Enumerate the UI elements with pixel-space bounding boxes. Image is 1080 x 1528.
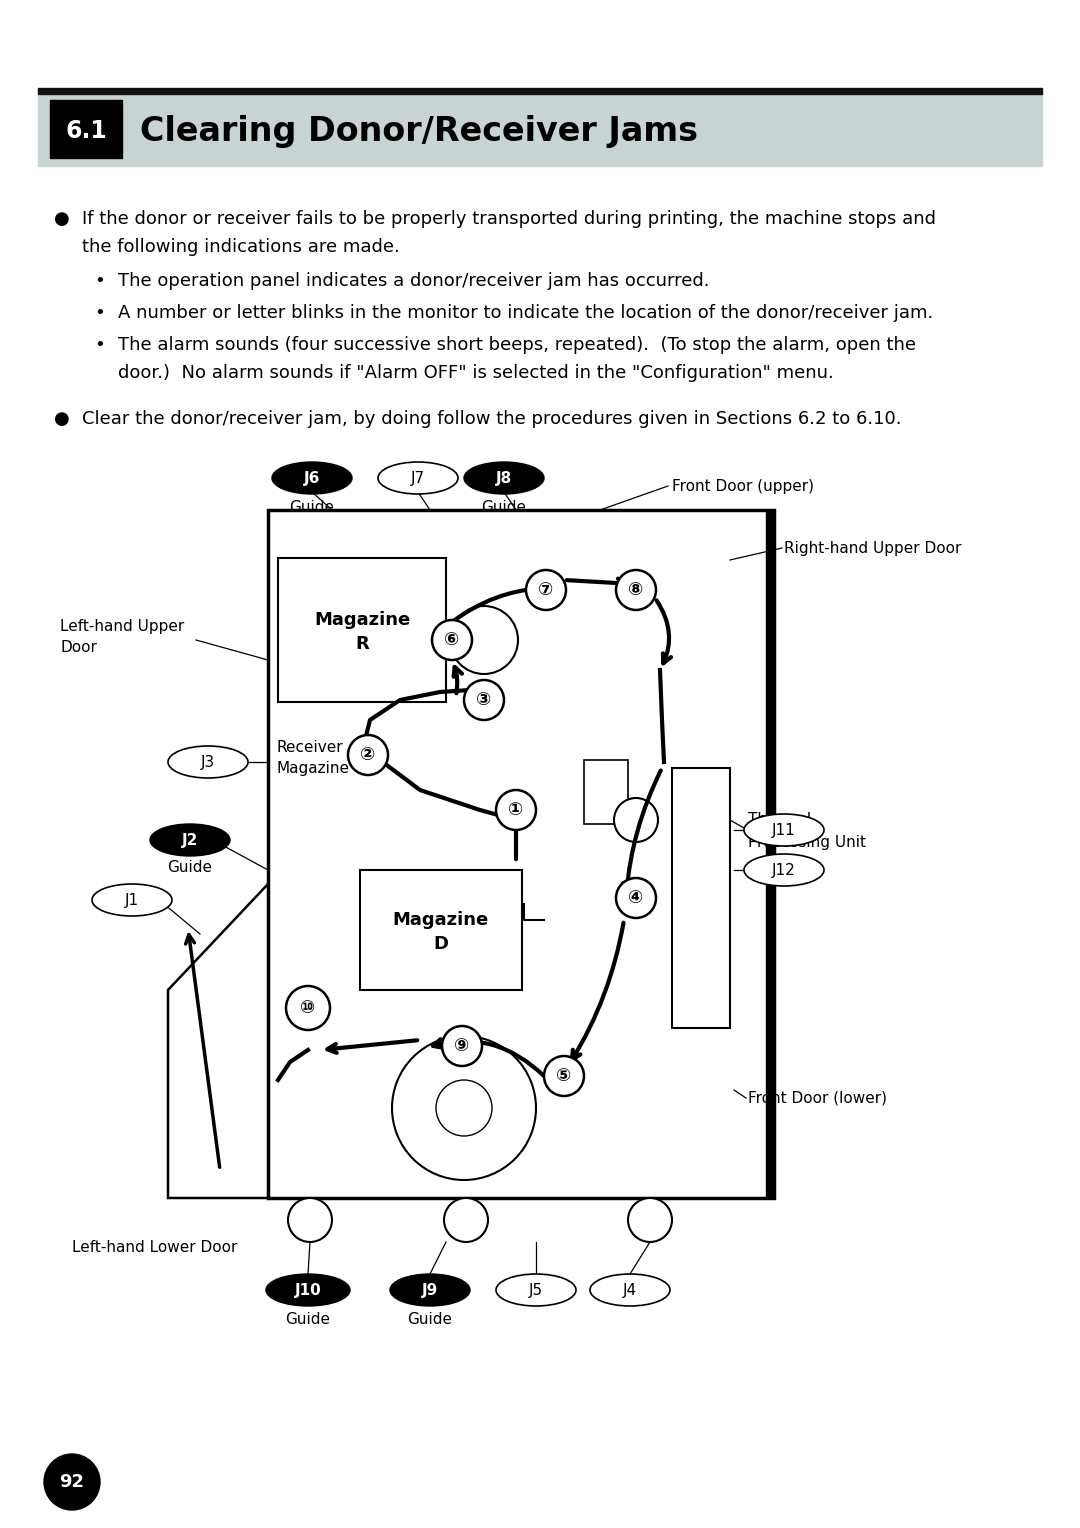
- Text: Door: Door: [60, 640, 97, 656]
- Circle shape: [432, 620, 472, 660]
- Text: R: R: [355, 636, 369, 652]
- Text: Clearing Donor/Receiver Jams: Clearing Donor/Receiver Jams: [140, 115, 698, 148]
- Text: ⑧: ⑧: [629, 581, 644, 599]
- Text: 92: 92: [59, 1473, 84, 1491]
- Ellipse shape: [496, 1274, 576, 1306]
- Ellipse shape: [744, 814, 824, 847]
- Polygon shape: [168, 885, 268, 1198]
- Circle shape: [436, 1080, 492, 1135]
- Text: ⑨: ⑨: [455, 1038, 470, 1054]
- Bar: [360, 869, 522, 990]
- Bar: [50, 99, 122, 157]
- Text: J1: J1: [125, 892, 139, 908]
- Circle shape: [392, 1036, 536, 1180]
- Text: Left-hand Upper: Left-hand Upper: [60, 619, 185, 634]
- Text: ⑦: ⑦: [538, 581, 554, 599]
- Text: J8: J8: [496, 471, 512, 486]
- Bar: [38, 89, 1042, 95]
- Text: If the donor or receiver fails to be properly transported during printing, the m: If the donor or receiver fails to be pro…: [82, 209, 936, 228]
- Text: J9: J9: [422, 1282, 438, 1297]
- Text: ④: ④: [629, 889, 644, 908]
- Circle shape: [526, 570, 566, 610]
- Text: •: •: [95, 304, 106, 322]
- Text: Magazine: Magazine: [276, 761, 349, 776]
- Text: J4: J4: [623, 1282, 637, 1297]
- Ellipse shape: [390, 1274, 470, 1306]
- Circle shape: [496, 790, 536, 830]
- Circle shape: [450, 607, 518, 674]
- Text: A number or letter blinks in the monitor to indicate the location of the donor/r: A number or letter blinks in the monitor…: [118, 304, 933, 322]
- Text: ⑥: ⑥: [444, 631, 460, 649]
- Ellipse shape: [272, 461, 352, 494]
- Text: J7: J7: [410, 471, 426, 486]
- Text: J10: J10: [295, 1282, 322, 1297]
- Text: 6.1: 6.1: [65, 119, 107, 144]
- Text: ①: ①: [509, 801, 524, 819]
- Text: J11: J11: [772, 822, 796, 837]
- Text: The alarm sounds (four successive short beeps, repeated).  (To stop the alarm, o: The alarm sounds (four successive short …: [118, 336, 916, 354]
- Bar: [268, 510, 774, 1198]
- Ellipse shape: [464, 461, 544, 494]
- Text: Thermal: Thermal: [748, 813, 811, 828]
- Text: Guide: Guide: [289, 500, 335, 515]
- Bar: [38, 95, 1042, 167]
- Circle shape: [616, 879, 656, 918]
- Bar: [584, 759, 627, 824]
- Circle shape: [544, 1056, 584, 1096]
- Ellipse shape: [590, 1274, 670, 1306]
- Ellipse shape: [744, 854, 824, 886]
- Circle shape: [615, 798, 658, 842]
- Text: Guide: Guide: [482, 500, 527, 515]
- Text: J5: J5: [529, 1282, 543, 1297]
- Text: door.)  No alarm sounds if "Alarm OFF" is selected in the "Configuration" menu.: door.) No alarm sounds if "Alarm OFF" is…: [118, 364, 834, 382]
- Text: •: •: [95, 272, 106, 290]
- Text: The operation panel indicates a donor/receiver jam has occurred.: The operation panel indicates a donor/re…: [118, 272, 710, 290]
- Text: Receiver: Receiver: [276, 741, 342, 755]
- Circle shape: [44, 1455, 100, 1510]
- Text: ②: ②: [361, 746, 376, 764]
- Circle shape: [286, 986, 330, 1030]
- Text: ③: ③: [476, 691, 491, 709]
- Text: the following indications are made.: the following indications are made.: [82, 238, 400, 257]
- Ellipse shape: [168, 746, 248, 778]
- Text: •: •: [95, 336, 106, 354]
- Text: ●: ●: [54, 209, 70, 228]
- Text: ⑤: ⑤: [556, 1067, 571, 1085]
- Circle shape: [464, 680, 504, 720]
- Text: Magazine: Magazine: [314, 611, 410, 630]
- Text: ⑩: ⑩: [300, 999, 315, 1018]
- Ellipse shape: [150, 824, 230, 856]
- Circle shape: [444, 1198, 488, 1242]
- Ellipse shape: [378, 461, 458, 494]
- Ellipse shape: [266, 1274, 350, 1306]
- Text: J2: J2: [181, 833, 199, 848]
- Ellipse shape: [92, 885, 172, 915]
- Circle shape: [348, 735, 388, 775]
- Text: Front Door (upper): Front Door (upper): [672, 478, 814, 494]
- Text: Front Door (lower): Front Door (lower): [748, 1091, 887, 1105]
- Circle shape: [616, 570, 656, 610]
- Circle shape: [442, 1025, 482, 1067]
- Bar: [766, 510, 774, 1198]
- Text: Left-hand Lower Door: Left-hand Lower Door: [72, 1241, 238, 1256]
- Text: Right-hand Upper Door: Right-hand Upper Door: [784, 541, 961, 556]
- Text: Guide: Guide: [167, 860, 213, 876]
- Bar: [278, 558, 446, 701]
- Text: ●: ●: [54, 410, 70, 428]
- Text: J6: J6: [303, 471, 320, 486]
- Text: Processing Unit: Processing Unit: [748, 834, 866, 850]
- Text: J12: J12: [772, 862, 796, 877]
- Text: Clear the donor/receiver jam, by doing follow the procedures given in Sections 6: Clear the donor/receiver jam, by doing f…: [82, 410, 902, 428]
- Text: Guide: Guide: [285, 1313, 330, 1326]
- Circle shape: [288, 1198, 332, 1242]
- Bar: [672, 769, 730, 1028]
- Text: Guide: Guide: [407, 1313, 453, 1326]
- Text: Magazine: Magazine: [393, 911, 489, 929]
- Text: J3: J3: [201, 755, 215, 770]
- Text: D: D: [433, 935, 448, 953]
- Circle shape: [627, 1198, 672, 1242]
